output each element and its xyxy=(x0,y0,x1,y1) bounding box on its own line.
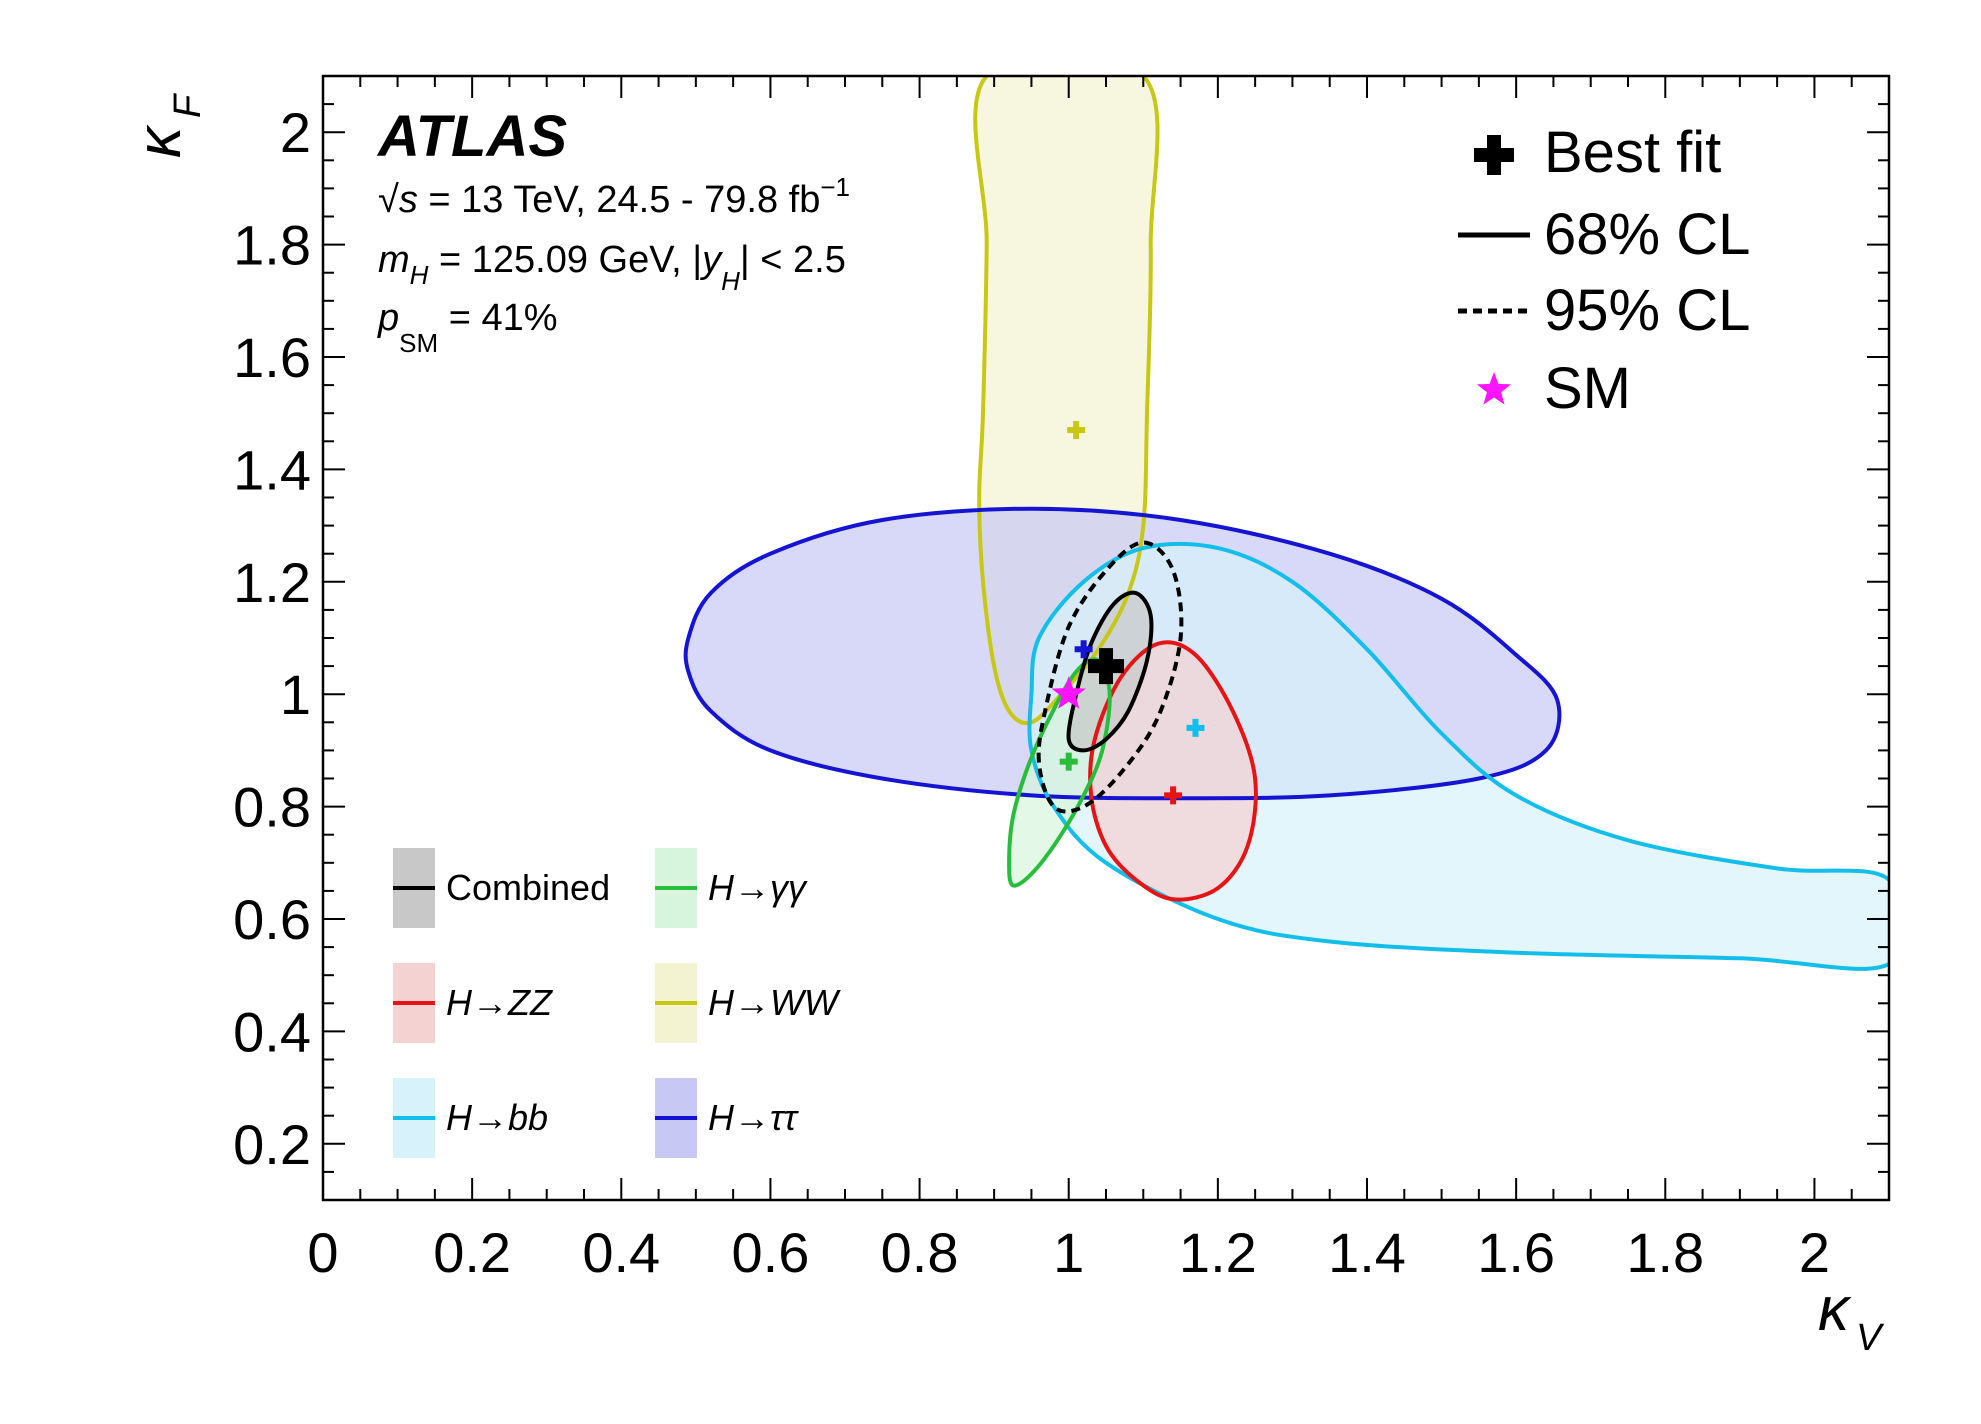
sm-star-marker xyxy=(1051,676,1086,709)
y-tick-label: 1.2 xyxy=(233,551,311,614)
contour68-hww xyxy=(973,76,1160,726)
x-tick-label: 1.6 xyxy=(1477,1221,1555,1284)
y-tick-label: 0.2 xyxy=(233,1113,311,1176)
legend-top-right: Best fit 68% CL 95% CL SM xyxy=(1458,120,1750,421)
y-axis-title-sub: F xyxy=(167,93,209,118)
legend-95cl: 95% CL xyxy=(1544,278,1750,343)
x-tick-label: 0.4 xyxy=(582,1221,660,1284)
x-tick-label: 0.2 xyxy=(433,1221,511,1284)
best-fit-marker-hbb xyxy=(1186,718,1205,737)
legend-label-bb: H→bb xyxy=(446,1097,548,1138)
y-tick-label: 0.6 xyxy=(233,888,311,951)
energy-lumi-label: √s = 13 TeV, 24.5 - 79.8 fb−1 xyxy=(378,172,850,221)
legend-label-ww: H→WW xyxy=(708,982,841,1023)
x-tick-label: 1.4 xyxy=(1328,1221,1406,1284)
contour68-hzz xyxy=(1088,640,1258,902)
x-tick-label: 0.6 xyxy=(731,1221,809,1284)
legend-label-zz: H→ZZ xyxy=(446,982,553,1023)
y-axis-title: κ xyxy=(125,124,194,158)
y-tick-label: 1 xyxy=(280,663,311,726)
y-tick-label: 1.4 xyxy=(233,438,311,501)
x-tick-label: 1.8 xyxy=(1626,1221,1704,1284)
best-fit-marker-combined xyxy=(1088,648,1124,685)
contour95-combined xyxy=(1036,540,1184,814)
markers-layer xyxy=(1051,421,1205,805)
series-layer xyxy=(683,76,1889,971)
atlas-label: ATLAS xyxy=(376,104,567,169)
best-fit-marker-hzz xyxy=(1164,786,1183,805)
mass-rapidity-label: mH = 125.09 GeV, |yH| < 2.5 xyxy=(378,239,846,296)
star-icon xyxy=(1476,372,1512,405)
legend-label-combined: Combined xyxy=(446,867,610,908)
best-fit-marker-h xyxy=(1059,752,1078,771)
y-tick-label: 2 xyxy=(280,101,311,164)
x-tick-label: 0.8 xyxy=(881,1221,959,1284)
x-tick-label: 1.2 xyxy=(1179,1221,1257,1284)
x-tick-label: 0 xyxy=(307,1221,338,1284)
y-tick-label: 0.4 xyxy=(233,1000,311,1063)
legend-best-fit: Best fit xyxy=(1544,120,1721,185)
x-tick-label: 2 xyxy=(1799,1221,1830,1284)
x-axis-title: κ xyxy=(1818,1275,1852,1344)
y-tick-label: 1.8 xyxy=(233,214,311,277)
y-tick-label: 1.6 xyxy=(233,326,311,389)
contour68-h xyxy=(683,506,1562,801)
ticks-layer: 0 0.2 0.4 0.6 0.8 1 1.2 1.4 1.6 1.8 2 0.2 0.4 0.6 0.8 1… xyxy=(233,75,1890,1284)
contour68-hbb xyxy=(1027,541,1889,971)
contour-fill-hbb xyxy=(1029,543,1889,969)
legend-bottom-left: Combined H→γγ H→ZZ H→WW H→bb H→ττ xyxy=(393,848,841,1158)
legend-sm: SM xyxy=(1544,356,1631,421)
y-tick-label: 0.8 xyxy=(233,776,311,839)
best-fit-marker-hww xyxy=(1067,421,1086,440)
x-tick-label: 1 xyxy=(1053,1221,1084,1284)
legend-label-tautau: H→ττ xyxy=(708,1097,799,1138)
p-sm-label: pSM = 41% xyxy=(377,297,558,358)
legend-68cl: 68% CL xyxy=(1544,202,1750,267)
legend-label-gamma: H→γγ xyxy=(708,867,808,908)
x-axis-title-sub: V xyxy=(1856,1317,1885,1359)
best-fit-icon xyxy=(1474,135,1514,175)
contour68-h xyxy=(1007,657,1112,888)
best-fit-marker-h xyxy=(1074,640,1093,659)
